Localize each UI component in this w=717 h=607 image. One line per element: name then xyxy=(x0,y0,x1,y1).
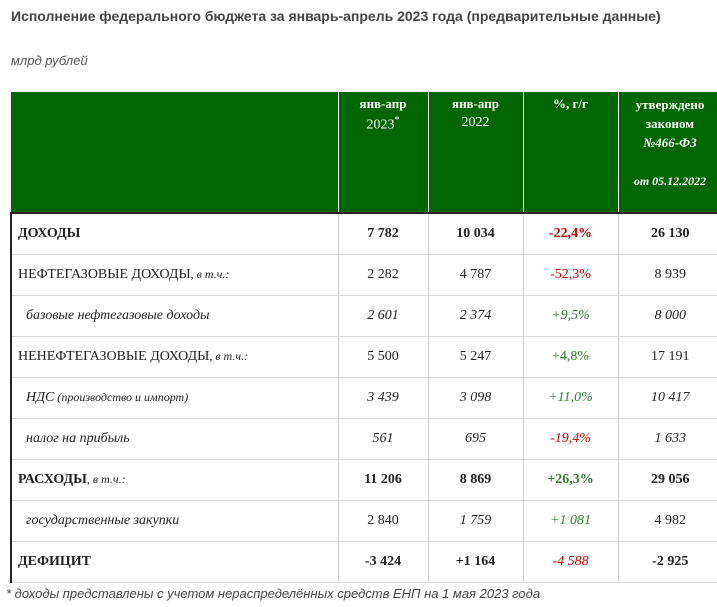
table-row-expenditures: РАСХОДЫ, в т.ч.: 11 206 8 869 +26,3% 29 … xyxy=(10,459,717,501)
units-label: млрд рублей xyxy=(11,53,88,68)
footnote: * доходы представлены с учетом нераспред… xyxy=(6,586,541,601)
table-row-deficit: ДЕФИЦИТ -3 424 +1 164 -4 588 -2 925 xyxy=(10,541,717,583)
table-row-vat: НДС (производство и импорт) 3 439 3 098 … xyxy=(10,377,717,419)
table-row-revenue: ДОХОДЫ 7 782 10 034 -22,4% 26 130 xyxy=(10,212,717,255)
table-header-row: янв-апр 2023* янв-апр 2022 %, г/г утверж… xyxy=(11,92,717,213)
table-row-oil-gas-revenue: НЕФТЕГАЗОВЫЕ ДОХОДЫ, в т.ч.: 2 282 4 787… xyxy=(10,254,717,296)
budget-table: янв-апр 2023* янв-апр 2022 %, г/г утверж… xyxy=(10,92,717,583)
table-row-procurement: государственные закупки 2 840 1 759 +1 0… xyxy=(10,500,717,542)
table-row-profit-tax: налог на прибыль 561 695 -19,4% 1 633 xyxy=(10,418,717,460)
header-empty-cell xyxy=(11,92,339,213)
header-approved-by-law: утверждено законом №466-ФЗ от 05.12.2022 xyxy=(618,92,717,213)
table-row-base-oil-gas: базовые нефтегазовые доходы 2 601 2 374 … xyxy=(10,295,717,337)
table-row-non-oil-gas-revenue: НЕНЕФТЕГАЗОВЫЕ ДОХОДЫ, в т.ч.: 5 500 5 2… xyxy=(10,336,717,378)
header-yoy-percent: %, г/г xyxy=(523,92,619,213)
header-jan-apr-2023: янв-апр 2023* xyxy=(338,92,429,213)
header-jan-apr-2022: янв-апр 2022 xyxy=(428,92,524,213)
footnote-mark: * xyxy=(394,115,400,126)
page-title: Исполнение федерального бюджета за январ… xyxy=(11,8,661,24)
